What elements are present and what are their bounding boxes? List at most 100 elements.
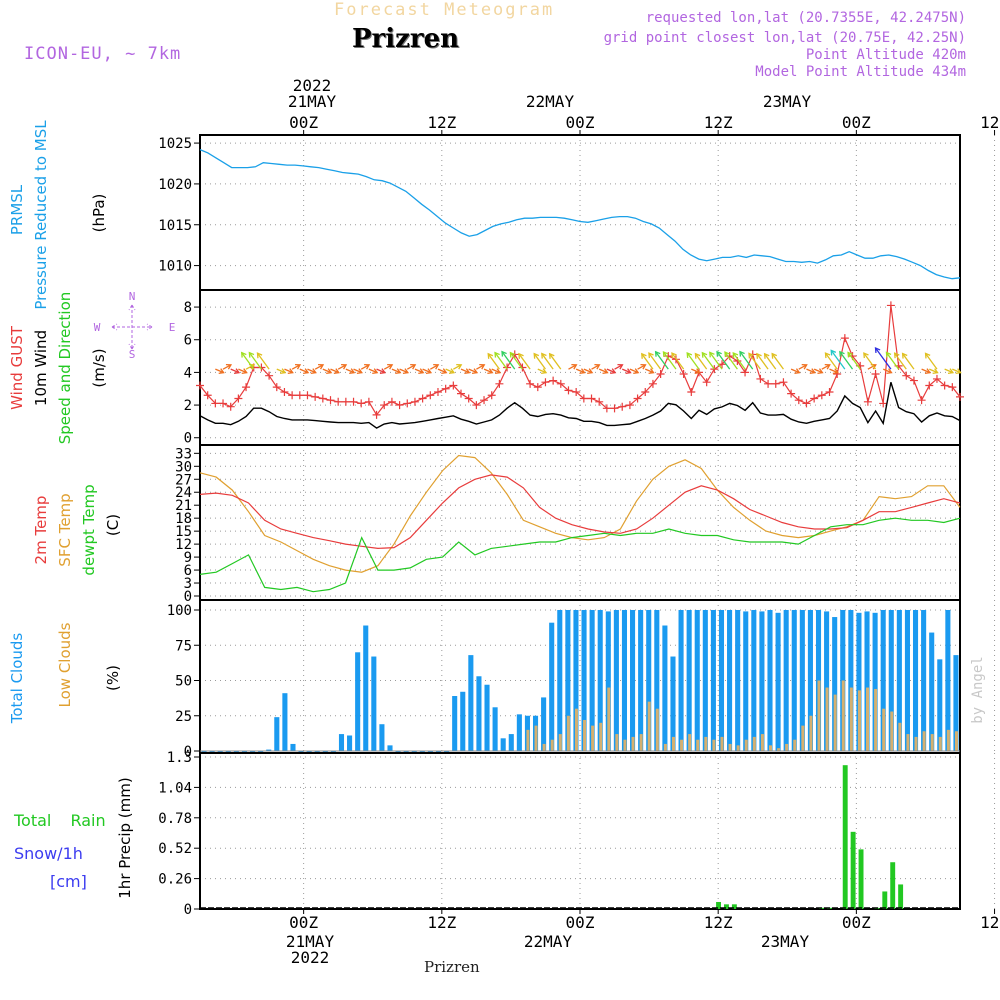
y-tick-label: 1015 <box>158 218 192 234</box>
gust-point <box>303 391 312 400</box>
low-cloud-bar <box>890 711 894 751</box>
low-cloud-bar <box>930 734 934 751</box>
wind-direction-arrow <box>445 368 456 374</box>
grid-point-coordinates: grid point closest lon,lat (20.75E, 42.2… <box>603 30 966 46</box>
wind-arrow-shaft <box>238 368 247 374</box>
precip-bar <box>731 904 737 909</box>
low-cloud-bar <box>680 739 684 751</box>
gust-point <box>595 397 604 406</box>
gust-point <box>295 391 304 400</box>
low-cloud-bar <box>898 722 902 751</box>
temp-2m-label: 2m Temp <box>32 496 50 565</box>
low-cloud-bar <box>785 743 789 751</box>
wind-arrow-head <box>571 363 578 370</box>
wind-arrow-head <box>633 368 640 374</box>
wind-direction-arrow <box>771 352 784 370</box>
wind-arrow-head <box>356 368 363 374</box>
y-tick-label: 8 <box>184 300 192 316</box>
wind-direction-arrow <box>215 368 225 374</box>
wind-arrow-shaft <box>453 364 462 370</box>
gust-point <box>863 397 872 406</box>
gust-point <box>433 388 442 396</box>
bottom-day-label: 23MAY <box>760 932 810 951</box>
wind-direction-arrow <box>276 368 287 374</box>
wind-arrow-shaft <box>429 364 439 370</box>
wind-direction-arrow <box>813 368 824 374</box>
wind-arrow-shaft <box>487 353 500 370</box>
bottom-hour-tick-label: 12Z <box>704 913 733 932</box>
gust-point <box>779 378 788 387</box>
wind-arrow-shaft <box>391 368 401 374</box>
gust-point <box>533 383 542 392</box>
total-cloud-bar <box>848 610 854 751</box>
y-tick-label: 0 <box>184 902 192 918</box>
temp-2m-series-line <box>199 474 961 550</box>
total-clouds-label: Total Clouds <box>8 633 26 725</box>
wind-arrow-head <box>947 368 955 374</box>
wind-direction-arrow <box>568 363 578 370</box>
wind-arrow-shaft <box>686 352 700 370</box>
bottom-date-label-2: 22MAY <box>498 934 598 950</box>
wind-arrow-shaft <box>248 352 262 370</box>
gust-point <box>311 392 320 401</box>
y-tick-label: 9 <box>184 550 192 566</box>
gust-point <box>702 378 711 387</box>
sfc-temp-series-line <box>199 454 961 573</box>
top-day-label: 23MAY <box>762 92 812 111</box>
wind-arrow-head <box>533 352 540 359</box>
wind-direction-arrow <box>824 352 838 370</box>
wind-arrow-shaft <box>606 368 616 374</box>
wind-arrow-head <box>893 352 900 359</box>
total-cloud-bar <box>735 610 741 751</box>
gust-point <box>656 370 665 379</box>
wind-arrow-head <box>225 363 233 370</box>
gust-point <box>242 383 251 392</box>
wind-arrow-shaft <box>360 364 370 370</box>
wind-arrow-head <box>901 352 908 359</box>
wind-arrow-shaft <box>314 364 324 370</box>
wind-arrow-head <box>241 368 248 374</box>
precip-bar <box>890 862 896 909</box>
wind-arrow-head <box>885 351 892 358</box>
total-cloud-bar <box>549 622 555 751</box>
total-cloud-bar <box>864 611 870 751</box>
wind-direction-arrow <box>337 363 348 370</box>
wind-direction-arrow <box>487 352 500 370</box>
bottom-hour-tick-label: 00Z <box>289 913 318 932</box>
low-cloud-bar <box>833 694 837 751</box>
wind-arrow-head <box>341 363 348 370</box>
wind-arrow-head <box>471 368 479 374</box>
low-cloud-bar <box>671 736 675 751</box>
wind-arrow-shaft <box>813 368 823 374</box>
wind-direction-arrow <box>924 352 938 370</box>
wind-arrow-head <box>801 363 808 370</box>
compass-south: S <box>129 348 136 361</box>
wind-arrow-head <box>579 368 586 374</box>
wind-arrow-shaft <box>929 368 938 374</box>
gust-point <box>871 370 880 379</box>
wind-arrow-head <box>487 352 494 359</box>
wind-arrow-head <box>863 352 869 359</box>
gust-point <box>357 399 366 408</box>
total-cloud-bar <box>896 610 902 751</box>
wind-arrow-head <box>709 351 715 358</box>
wind-direction-arrow <box>691 368 701 374</box>
model-point-altitude: Model Point Altitude 434m <box>755 64 966 80</box>
wind-arrow-shaft <box>501 351 516 370</box>
wind-arrow-shaft <box>885 352 900 370</box>
wind-arrow-head <box>763 352 770 359</box>
wind-direction-arrow <box>830 349 846 370</box>
wind-arrow-head <box>662 350 669 358</box>
wind-direction-arrow <box>537 368 548 374</box>
gust-point <box>380 401 389 410</box>
gust-point <box>341 397 350 406</box>
wind-arrow-shaft <box>952 368 961 374</box>
wind-arrow-head <box>617 363 624 370</box>
gust-point <box>625 401 634 410</box>
gust-point <box>610 404 619 413</box>
wind-arrow-head <box>847 351 853 358</box>
wind-direction-arrow <box>533 352 546 370</box>
wind-direction-arrow <box>648 352 662 370</box>
wind-arrow-shaft <box>724 351 738 370</box>
gust-point <box>410 397 419 406</box>
